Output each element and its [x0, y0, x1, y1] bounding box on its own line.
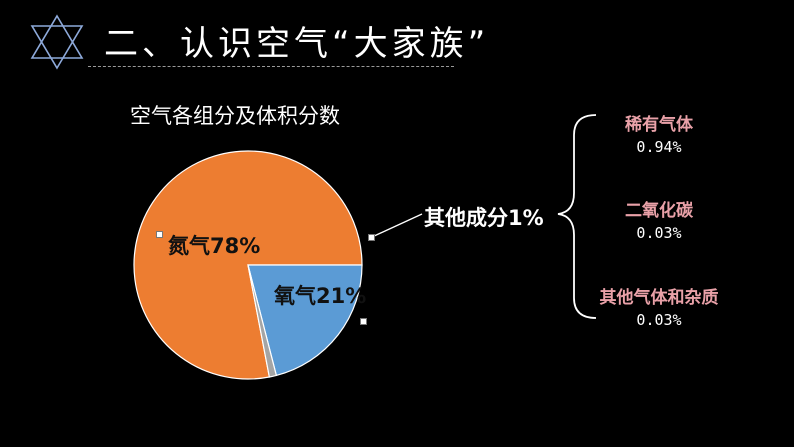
- component-value: 0.94%: [636, 138, 682, 156]
- slice-label-nitrogen: 氮气78%: [168, 234, 261, 258]
- component-value: 0.03%: [636, 311, 682, 329]
- component-name: 其他气体和杂质: [599, 288, 719, 308]
- title-divider: [88, 66, 454, 67]
- brace: [557, 114, 597, 319]
- connector-line: [371, 213, 423, 238]
- component-other-gases-impurities: 其他气体和杂质 0.03%: [569, 283, 749, 329]
- component-value: 0.03%: [636, 224, 682, 242]
- component-carbon-dioxide: 二氧化碳 0.03%: [569, 196, 749, 242]
- slice-label-other: 其他成分1%: [424, 206, 544, 230]
- component-rare-gases: 稀有气体 0.94%: [569, 110, 749, 156]
- component-name: 稀有气体: [625, 115, 693, 135]
- chart-title: 空气各组分及体积分数: [130, 104, 340, 128]
- star-of-david-icon: [30, 14, 84, 70]
- slice-oxygen: [247, 264, 363, 377]
- component-name: 二氧化碳: [625, 201, 693, 221]
- selection-handle[interactable]: [156, 231, 163, 238]
- slide-title: 二、认识空气“大家族”: [104, 24, 490, 64]
- slice-label-oxygen: 氧气21%: [274, 284, 367, 308]
- slice-other: [247, 264, 278, 378]
- selection-handle[interactable]: [368, 234, 375, 241]
- selection-handle[interactable]: [360, 318, 367, 325]
